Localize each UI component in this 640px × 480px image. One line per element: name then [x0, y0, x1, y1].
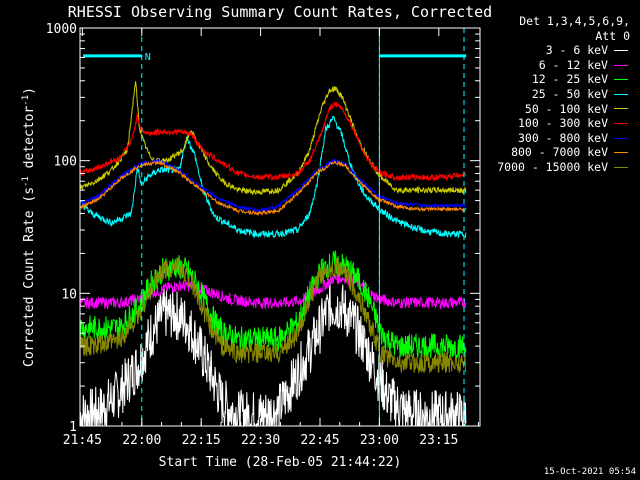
chart-title: RHESSI Observing Summary Count Rates, Co… — [68, 3, 492, 21]
x-tick-label: 23:00 — [360, 433, 399, 448]
y-tick-label: 1 — [69, 420, 77, 435]
y-tick-label: 1000 — [46, 22, 77, 37]
legend-entry: 100 - 300 keV — [470, 116, 630, 131]
legend-swatch — [614, 152, 628, 154]
y-axis-label-part: ) — [22, 87, 37, 95]
x-tick-label: 21:45 — [63, 433, 102, 448]
attenuator-markers: N — [83, 28, 467, 426]
series-line-50-100-keV — [79, 81, 467, 196]
x-tick-label: 22:00 — [122, 433, 161, 448]
generated-timestamp: 15-Oct-2021 05:54 — [544, 467, 636, 477]
legend-entry: 6 - 12 keV — [470, 58, 630, 73]
y-tick-label: 10 — [61, 287, 77, 302]
legend-entry-label: 25 - 50 keV — [531, 86, 608, 101]
legend-swatch — [614, 108, 628, 110]
legend-entries: 3 - 6 keV 6 - 12 keV 12 - 25 keV 25 - 50 ke… — [470, 43, 630, 174]
y-axis-label-part: detector — [22, 106, 37, 177]
legend-entry: 800 - 7000 keV — [470, 145, 630, 160]
series-line-7000-15000-keV — [79, 257, 467, 374]
x-tick-label: 22:30 — [241, 433, 280, 448]
series-line-25-50-keV — [79, 115, 467, 239]
legend-entry-label: 3 - 6 keV — [545, 43, 608, 58]
x-axis-label: Start Time (28-Feb-05 21:44:22) — [159, 455, 402, 470]
legend-entry-label: 100 - 300 keV — [517, 116, 608, 131]
series-line-800-7000-keV — [79, 159, 467, 217]
legend-swatch — [614, 64, 628, 66]
y-tick-label: 100 — [54, 155, 77, 170]
series-line-100-300-keV — [79, 101, 467, 182]
x-axis: 21:45 22:00 22:15 22:30 22:45 23:00 23:15 — [63, 28, 479, 448]
legend-entry-label: 50 - 100 keV — [524, 101, 608, 116]
legend-entry-label: 300 - 800 keV — [517, 130, 608, 145]
series-layer — [79, 81, 467, 428]
legend-entry-label: 6 - 12 keV — [538, 57, 608, 72]
legend-swatch — [614, 79, 628, 81]
legend-swatch — [614, 122, 628, 124]
legend-header-line: Det 1,3,4,5,6,9, — [519, 14, 630, 28]
series-line-6-12-keV — [79, 272, 467, 311]
legend-swatch — [614, 137, 628, 139]
legend-entry: 7000 - 15000 keV — [470, 160, 630, 175]
legend-entry-label: 7000 - 15000 keV — [497, 159, 608, 174]
chart-legend: Det 1,3,4,5,6,9, Att 0 3 - 6 keV 6 - 12 k… — [470, 14, 630, 175]
attenuator-label: N — [145, 52, 151, 63]
x-tick-label: 22:45 — [300, 433, 339, 448]
y-axis-label-sup: -1 — [21, 95, 31, 106]
y-axis: 1000 100 10 1 — [46, 22, 480, 435]
legend-entry: 50 - 100 keV — [470, 102, 630, 117]
legend-swatch — [614, 49, 628, 51]
legend-entry: 300 - 800 keV — [470, 131, 630, 146]
legend-entry: 3 - 6 keV — [470, 43, 630, 58]
legend-entry: 25 - 50 keV — [470, 87, 630, 102]
x-tick-label: 22:15 — [182, 433, 221, 448]
y-axis-label: Corrected Count Rate (s-1 detector-1) — [21, 87, 37, 367]
legend-header-line: Att 0 — [595, 28, 630, 43]
legend-entry: 12 - 25 keV — [470, 72, 630, 87]
legend-swatch — [614, 93, 628, 95]
series-line-12-25-keV — [79, 249, 467, 360]
y-axis-label-sup: -1 — [21, 176, 31, 187]
y-axis-label-part: Corrected Count Rate (s — [22, 187, 37, 367]
legend-entry-label: 12 - 25 keV — [531, 72, 608, 87]
x-tick-label: 23:15 — [419, 433, 458, 448]
legend-swatch — [614, 166, 628, 168]
legend-entry-label: 800 - 7000 keV — [511, 145, 608, 160]
